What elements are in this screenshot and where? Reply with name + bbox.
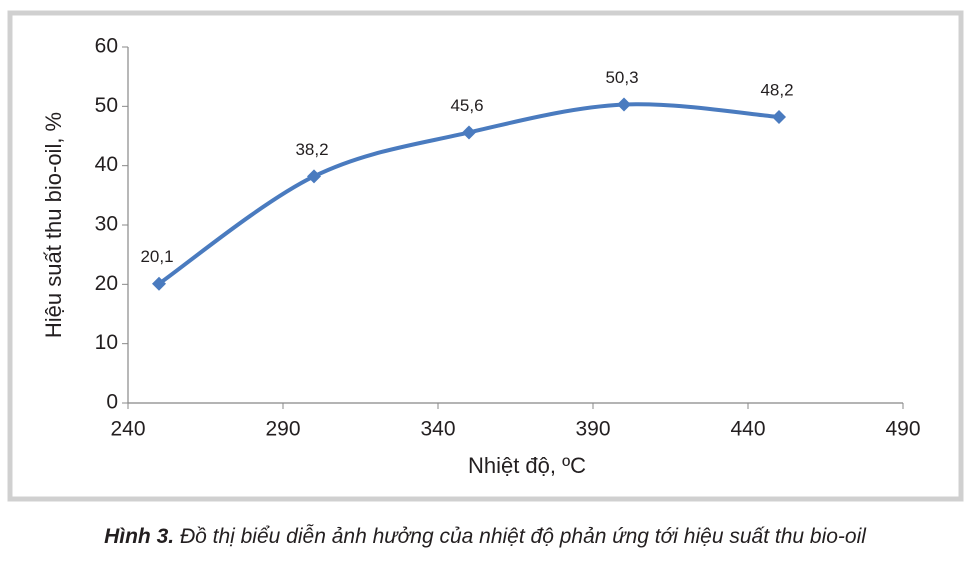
x-tick-label: 240	[110, 418, 145, 441]
x-tick-label: 440	[730, 418, 765, 441]
data-label: 50,3	[605, 68, 638, 87]
caption-text: Đồ thị biểu diễn ảnh hưởng của nhiệt độ …	[180, 525, 867, 548]
x-axis-title: Nhiệt độ, ºC	[468, 453, 586, 478]
point	[772, 110, 786, 125]
point	[617, 97, 631, 112]
point	[307, 169, 321, 184]
data-label: 45,6	[450, 96, 483, 115]
y-tick-label: 20	[95, 272, 118, 295]
y-tick-label: 30	[95, 213, 118, 236]
caption-label: Hình 3.	[104, 525, 174, 548]
chart-frame	[7, 10, 964, 502]
x-tick-label: 290	[265, 418, 300, 441]
y-tick-label: 50	[95, 94, 118, 117]
x-tick-label: 490	[885, 418, 920, 441]
point	[152, 276, 166, 291]
y-tick-label: 0	[106, 391, 118, 414]
data-label: 20,1	[140, 247, 173, 266]
y-axis-title: Hiệu suất thu bio-oil, %	[41, 112, 66, 338]
point	[462, 125, 476, 140]
caption: Hình 3. Đồ thị biểu diễn ảnh hưởng của n…	[104, 525, 867, 548]
y-tick-label: 60	[95, 35, 118, 58]
x-tick-label: 340	[420, 418, 455, 441]
data-label: 38,2	[295, 140, 328, 159]
x-tick-label: 390	[575, 418, 610, 441]
y-tick-label: 10	[95, 331, 118, 354]
data-label: 48,2	[760, 80, 793, 99]
y-tick-label: 40	[95, 153, 118, 176]
